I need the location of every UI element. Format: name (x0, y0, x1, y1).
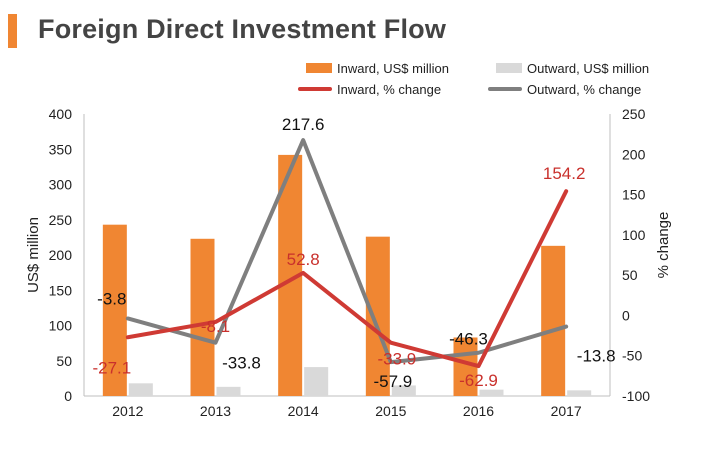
inward-bar (365, 236, 390, 396)
legend-label: Outward, % change (527, 82, 641, 97)
inward-change-line (125, 189, 569, 369)
inward-change-label: -27.1 (92, 358, 131, 377)
outward-bar (128, 383, 153, 396)
x-tick-label: 2014 (288, 403, 319, 419)
inward-bar (190, 238, 215, 396)
outward-change-label: -3.8 (97, 289, 126, 308)
inward-bar (102, 224, 127, 396)
x-tick-label: 2013 (200, 403, 231, 419)
outward-change-label: -33.8 (222, 354, 261, 373)
right-tick-label: 0 (622, 307, 630, 323)
left-tick-label: 200 (49, 247, 73, 263)
left-tick-label: 300 (49, 177, 73, 193)
chart-title: Foreign Direct Investment Flow (38, 14, 447, 44)
outward-change-line (125, 138, 569, 365)
outward-change-label: -13.8 (577, 347, 616, 366)
legend-swatch-outward-bar (496, 63, 522, 73)
inward-change-label: -8.1 (201, 317, 230, 336)
inward-change-label: 154.2 (543, 164, 586, 183)
outward-bar (479, 389, 504, 396)
left-tick-label: 400 (49, 106, 73, 122)
legend-label: Inward, US$ million (337, 61, 449, 76)
right-tick-label: 50 (622, 267, 638, 283)
outward-bar (304, 367, 329, 396)
right-tick-label: 150 (622, 187, 646, 203)
left-tick-label: 100 (49, 318, 73, 334)
legend-label: Outward, US$ million (527, 61, 649, 76)
left-tick-label: 250 (49, 212, 73, 228)
inward-bar (541, 245, 566, 396)
outward-change-label: -46.3 (449, 330, 488, 349)
legend-label: Inward, % change (337, 82, 441, 97)
inward-change-label: -62.9 (459, 371, 498, 390)
left-tick-label: 350 (49, 141, 73, 157)
x-tick-label: 2016 (463, 403, 494, 419)
left-tick-label: 50 (56, 353, 72, 369)
right-axis-title: % change (655, 212, 672, 279)
left-tick-label: 0 (64, 388, 72, 404)
x-tick-label: 2017 (551, 403, 582, 419)
x-tick-label: 2015 (375, 403, 406, 419)
left-tick-label: 150 (49, 282, 73, 298)
right-tick-label: 200 (622, 146, 646, 162)
outward-change-label: 217.6 (282, 115, 325, 134)
inward-change-label: -33.9 (377, 350, 416, 369)
right-tick-label: -50 (622, 348, 642, 364)
outward-bar (216, 386, 241, 396)
left-axis-title: US$ million (25, 217, 42, 293)
outward-bar (567, 390, 592, 396)
inward-change-label: 52.8 (287, 250, 320, 269)
outward-bar (391, 385, 416, 396)
title-accent-bar (8, 14, 17, 48)
legend-swatch-inward-bar (306, 63, 332, 73)
right-tick-label: 100 (622, 227, 646, 243)
outward-change-label: -57.9 (373, 372, 412, 391)
x-tick-label: 2012 (112, 403, 143, 419)
right-tick-label: 250 (622, 106, 646, 122)
right-tick-label: -100 (622, 388, 650, 404)
